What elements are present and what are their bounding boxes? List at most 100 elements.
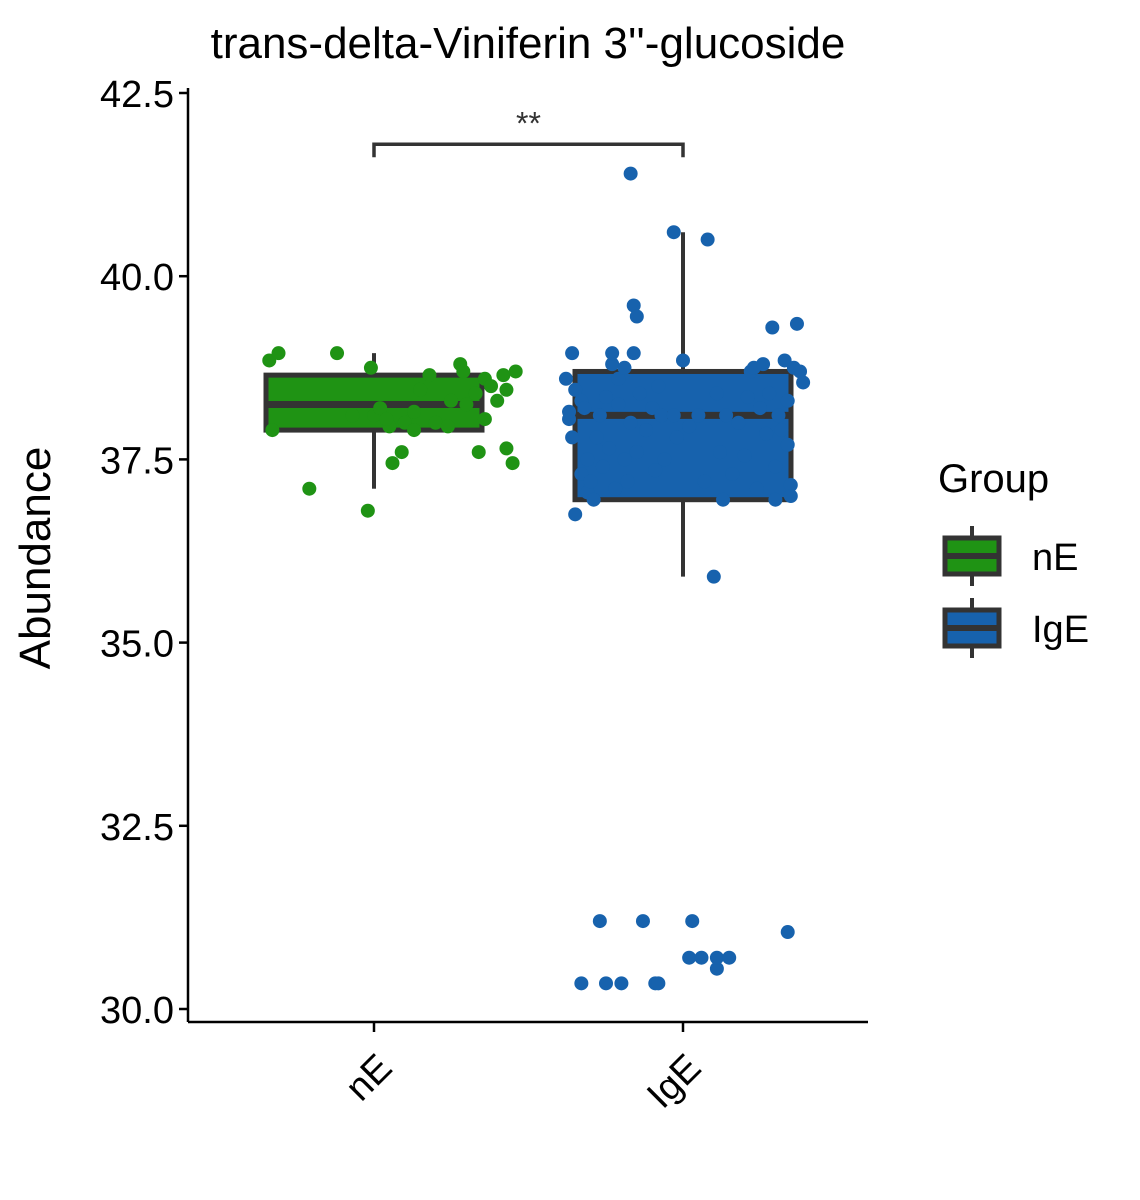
data-point-nE — [444, 393, 458, 408]
data-point-nE — [265, 423, 280, 438]
significance-bracket — [372, 142, 685, 158]
data-point-IgE — [796, 375, 811, 390]
data-point-IgE — [605, 346, 620, 361]
data-point-IgE — [599, 976, 613, 991]
y-tick-label: 35.0 — [100, 624, 174, 666]
data-point-nE — [468, 386, 483, 401]
data-point-IgE — [651, 379, 666, 394]
data-point-nE — [477, 412, 492, 427]
data-point-nE — [345, 408, 360, 423]
data-point-nE — [373, 401, 388, 416]
legend-label: IgE — [1032, 609, 1089, 651]
data-point-IgE — [666, 225, 681, 240]
data-point-IgE — [654, 408, 669, 423]
data-point-nE — [484, 379, 499, 394]
data-point-IgE — [697, 474, 712, 489]
axes-layer: 30.0 32.5 35.0 37.5 40.0 42.5 nE IgE — [100, 74, 868, 1117]
x-tick-label: IgE — [639, 1047, 709, 1117]
data-point-IgE — [632, 386, 647, 401]
data-point-nE — [330, 346, 345, 361]
data-point-IgE — [712, 445, 727, 460]
data-point-nE — [360, 503, 375, 518]
data-point-IgE — [685, 914, 700, 929]
data-point-IgE — [676, 353, 690, 368]
data-point-IgE — [691, 408, 706, 423]
y-tick-label: 32.5 — [100, 807, 174, 849]
data-point-IgE — [700, 232, 715, 247]
data-point-nE — [428, 415, 443, 430]
data-point-IgE — [592, 408, 607, 423]
data-point-nE — [496, 368, 511, 383]
data-point-IgE — [565, 346, 580, 361]
data-point-IgE — [617, 452, 632, 467]
data-point-nE — [363, 360, 378, 375]
y-axis-title: Abundance — [11, 447, 60, 670]
points-layer — [262, 166, 811, 991]
data-point-IgE — [768, 459, 783, 474]
data-point-nE — [394, 445, 409, 460]
data-point-nE — [407, 404, 422, 419]
data-point-IgE — [759, 426, 774, 441]
data-point-nE — [413, 382, 428, 397]
data-point-IgE — [756, 357, 771, 372]
x-tick-label: nE — [338, 1047, 401, 1110]
data-point-nE — [379, 412, 394, 427]
data-point-IgE — [611, 397, 626, 412]
data-point-IgE — [709, 950, 724, 965]
data-point-IgE — [605, 357, 620, 372]
data-point-IgE — [626, 298, 641, 313]
data-point-nE — [456, 364, 471, 379]
data-point-IgE — [765, 320, 780, 335]
data-point-IgE — [682, 419, 697, 434]
data-point-IgE — [574, 976, 589, 991]
data-point-IgE — [783, 478, 798, 493]
data-point-IgE — [771, 408, 786, 423]
data-point-nE — [271, 346, 286, 361]
y-tick-label: 37.5 — [100, 440, 174, 482]
data-point-nE — [302, 481, 317, 496]
data-point-IgE — [608, 481, 623, 496]
y-tick-label: 40.0 — [100, 257, 174, 299]
data-point-IgE — [737, 448, 752, 463]
data-point-nE — [490, 393, 505, 408]
data-point-IgE — [709, 961, 724, 976]
significance-layer: ** — [372, 105, 685, 158]
data-point-IgE — [562, 404, 577, 419]
data-point-IgE — [565, 430, 580, 445]
data-point-IgE — [580, 452, 595, 467]
data-point-IgE — [694, 950, 709, 965]
data-point-IgE — [568, 382, 583, 397]
data-point-IgE — [623, 415, 638, 430]
data-point-IgE — [617, 360, 632, 375]
data-point-nE — [385, 456, 400, 471]
data-point-IgE — [583, 474, 598, 489]
legend: Group nE IgE — [938, 457, 1089, 658]
boxes-layer — [263, 232, 794, 577]
data-point-IgE — [626, 346, 641, 361]
data-point-IgE — [722, 950, 737, 965]
data-point-IgE — [709, 386, 724, 401]
data-point-IgE — [602, 441, 617, 456]
data-point-IgE — [666, 408, 681, 423]
data-point-IgE — [592, 914, 607, 929]
legend-label: nE — [1032, 537, 1078, 579]
data-point-IgE — [558, 371, 573, 386]
data-point-IgE — [586, 492, 601, 507]
data-point-IgE — [768, 492, 783, 507]
data-point-IgE — [648, 463, 663, 478]
data-point-nE — [505, 456, 520, 471]
data-point-IgE — [780, 393, 795, 408]
data-point-IgE — [780, 437, 795, 452]
data-point-IgE — [635, 914, 650, 929]
y-tick-label: 42.5 — [100, 74, 174, 116]
data-point-IgE — [657, 452, 672, 467]
data-point-IgE — [589, 430, 604, 445]
data-point-nE — [459, 397, 474, 412]
legend-item-nE: nE — [942, 526, 1078, 586]
data-point-IgE — [762, 386, 777, 401]
y-tick-label: 30.0 — [100, 990, 174, 1032]
data-point-IgE — [780, 925, 795, 940]
data-point-IgE — [682, 950, 697, 965]
data-point-IgE — [577, 401, 592, 416]
